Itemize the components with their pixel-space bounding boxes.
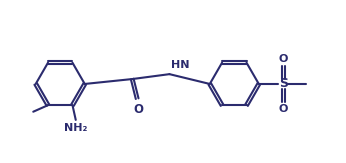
- Text: O: O: [133, 103, 143, 116]
- Text: NH₂: NH₂: [64, 123, 88, 133]
- Text: O: O: [279, 53, 288, 64]
- Text: S: S: [279, 77, 288, 90]
- Text: O: O: [279, 104, 288, 114]
- Text: HN: HN: [171, 60, 190, 70]
